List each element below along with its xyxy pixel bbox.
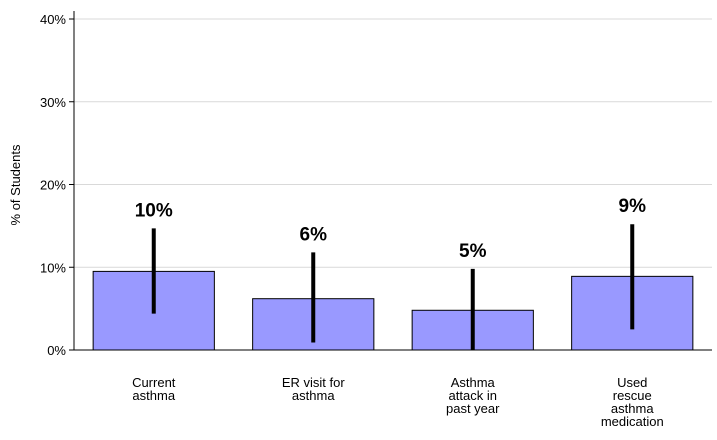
- gridlines: [74, 18, 712, 268]
- x-category-label: Asthma attack in past year: [446, 375, 500, 416]
- y-tick-label: 0%: [47, 343, 66, 358]
- x-category-label: Current asthma: [132, 375, 176, 403]
- error-bars: [151, 224, 635, 350]
- y-tick-label: 30%: [40, 95, 66, 110]
- data-label: 5%: [459, 241, 487, 262]
- data-label: 6%: [300, 224, 328, 245]
- x-category-label: ER visit for asthma: [282, 375, 346, 403]
- y-axis-title: % of Students: [8, 144, 23, 225]
- bars: [92, 270, 694, 351]
- data-label: 9%: [619, 196, 647, 217]
- data-labels: 10% 6% 5% 9%: [135, 196, 646, 262]
- y-tick-label: 40%: [40, 12, 66, 27]
- y-tick-label: 10%: [40, 260, 66, 275]
- y-tick-label: 20%: [40, 178, 66, 193]
- x-category-label: Used rescue asthma medication: [601, 375, 664, 429]
- data-label: 10%: [135, 200, 173, 221]
- x-axis-categories: Current asthma ER visit for asthma Asthma att…: [132, 375, 664, 429]
- y-axis: 0% 10% 20% 30% 40%: [40, 11, 712, 358]
